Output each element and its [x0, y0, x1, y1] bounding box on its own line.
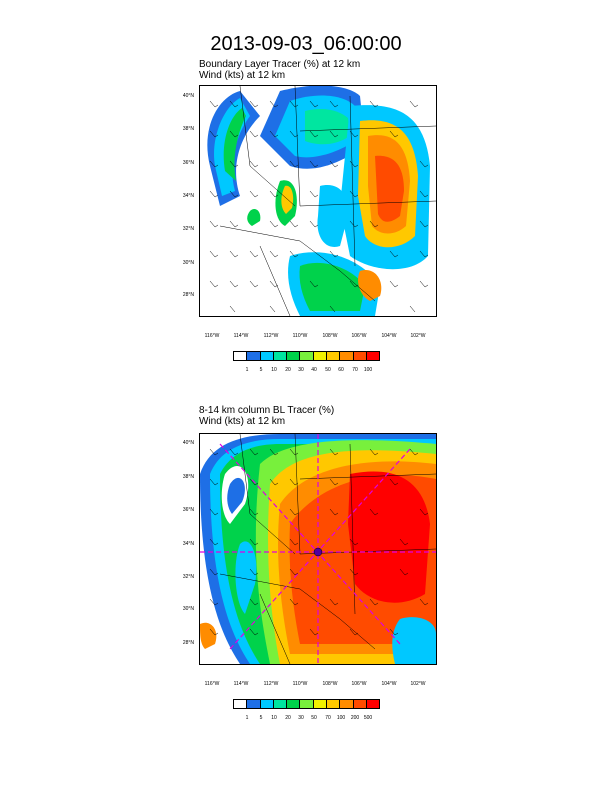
panel-2-subtitle-line1: 8-14 km column BL Tracer (%) — [199, 405, 335, 416]
main-title: 2013-09-03_06:00:00 — [210, 33, 402, 55]
wind-barbs-1 — [209, 100, 429, 313]
lon-tick: 108°W — [322, 681, 338, 687]
colorbar-label: 100 — [363, 367, 373, 373]
colorbar-swatch — [286, 351, 301, 361]
wind-barbs-2 — [209, 448, 429, 636]
colorbar-swatch — [272, 351, 288, 361]
lat-tick: 32°N — [182, 574, 194, 580]
colorbar-label: 5 — [259, 715, 263, 721]
colorbar-label: 1 — [245, 715, 249, 721]
colorbar-swatch — [259, 699, 274, 709]
lat-tick: 38°N — [182, 474, 194, 480]
colorbar-label: 5 — [259, 367, 263, 373]
lon-tick: 104°W — [381, 333, 397, 339]
colorbar-label: 500 — [363, 715, 373, 721]
colorbar-label: 10 — [271, 715, 277, 721]
storm-center-marker — [313, 547, 323, 557]
colorbar-label: 30 — [298, 715, 304, 721]
colorbar-swatch — [272, 699, 288, 709]
lat-tick: 40°N — [182, 440, 194, 446]
map-panel-2 — [199, 433, 437, 665]
colorbar-label: 1 — [245, 367, 249, 373]
panel-1-subtitle-line2: Wind (kts) at 12 km — [199, 70, 286, 81]
colorbar-swatch — [286, 699, 301, 709]
map-1-canvas — [207, 86, 436, 316]
colorbar-swatch — [352, 351, 367, 361]
colorbar-swatch — [259, 351, 274, 361]
colorbar-swatch — [339, 351, 354, 361]
colorbar-label: 200 — [350, 715, 360, 721]
lat-tick: 32°N — [182, 226, 194, 232]
colorbar-label: 50 — [311, 715, 317, 721]
colorbar-label: 10 — [271, 367, 277, 373]
lon-tick: 106°W — [351, 681, 367, 687]
state-boundaries-1 — [219, 86, 436, 316]
colorbar-label: 70 — [325, 715, 331, 721]
colorbar-swatch — [365, 699, 381, 709]
lat-tick: 30°N — [182, 260, 194, 266]
lon-tick: 108°W — [322, 333, 338, 339]
colorbar-label: 30 — [298, 367, 304, 373]
lon-tick: 102°W — [410, 681, 426, 687]
lon-tick: 104°W — [381, 681, 397, 687]
lat-tick: 36°N — [182, 160, 194, 166]
map-2-canvas — [200, 434, 436, 664]
colorbar-swatch — [233, 699, 248, 709]
colorbar-label: 70 — [352, 367, 358, 373]
lat-tick: 38°N — [182, 126, 194, 132]
colorbar-label: 20 — [285, 715, 291, 721]
lon-tick: 114°W — [233, 681, 249, 687]
lat-tick: 34°N — [182, 541, 194, 547]
colorbar-swatch — [246, 699, 261, 709]
colorbar-swatch — [326, 351, 341, 361]
lat-tick: 28°N — [182, 292, 194, 298]
colorbar-swatch — [299, 699, 314, 709]
lat-tick: 34°N — [182, 193, 194, 199]
colorbar-1 — [233, 351, 381, 361]
tracer-field-1 — [207, 86, 430, 316]
panel-2-subtitle-line2: Wind (kts) at 12 km — [199, 416, 286, 427]
colorbar-swatch — [233, 351, 248, 361]
colorbar-label: 60 — [338, 367, 344, 373]
colorbar-label: 100 — [336, 715, 346, 721]
lon-tick: 112°W — [263, 333, 279, 339]
lon-tick: 116°W — [204, 681, 220, 687]
colorbar-swatch — [339, 699, 354, 709]
map-panel-1 — [199, 85, 437, 317]
colorbar-swatch — [312, 699, 328, 709]
lon-tick: 116°W — [204, 333, 220, 339]
panel-1-subtitle-line1: Boundary Layer Tracer (%) at 12 km — [199, 59, 361, 70]
lon-tick: 114°W — [233, 333, 249, 339]
colorbar-swatch — [299, 351, 314, 361]
colorbar-swatch — [246, 351, 261, 361]
colorbar-swatch — [326, 699, 341, 709]
lat-tick: 36°N — [182, 507, 194, 513]
colorbar-label: 20 — [285, 367, 291, 373]
colorbar-label: 50 — [325, 367, 331, 373]
lon-tick: 106°W — [351, 333, 367, 339]
colorbar-swatch — [365, 351, 381, 361]
colorbar-swatch — [352, 699, 367, 709]
lat-tick: 40°N — [182, 93, 194, 99]
lon-tick: 112°W — [263, 681, 279, 687]
lon-tick: 102°W — [410, 333, 426, 339]
lat-tick: 30°N — [182, 606, 194, 612]
colorbar-2 — [233, 699, 381, 709]
colorbar-swatch — [312, 351, 328, 361]
lon-tick: 110°W — [292, 681, 308, 687]
lat-tick: 28°N — [182, 640, 194, 646]
colorbar-label: 40 — [311, 367, 317, 373]
lon-tick: 110°W — [292, 333, 308, 339]
